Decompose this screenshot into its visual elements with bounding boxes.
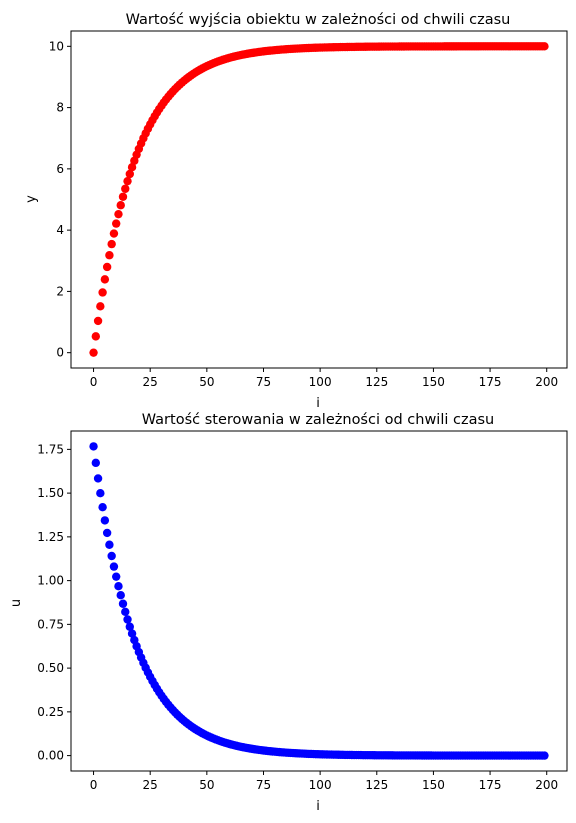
data-point xyxy=(93,474,103,483)
y-tick-label: 0.50 xyxy=(37,661,64,675)
data-point xyxy=(116,591,125,600)
data-point xyxy=(102,262,112,272)
x-axis-label: i xyxy=(316,396,320,411)
x-tick-label: 125 xyxy=(365,375,388,389)
y-tick-label: 0.25 xyxy=(37,705,64,719)
chart-title: Wartość sterowania w zależności od chwil… xyxy=(142,412,494,428)
data-point xyxy=(105,540,114,549)
y-tick-label: 8 xyxy=(56,101,64,115)
data-point xyxy=(91,458,101,468)
data-point xyxy=(114,582,123,591)
x-tick-label: 25 xyxy=(143,375,158,389)
data-point xyxy=(93,316,103,326)
x-tick-label: 125 xyxy=(365,778,388,792)
y-tick-label: 1.50 xyxy=(37,486,64,500)
plot-frame xyxy=(70,430,568,772)
data-point xyxy=(100,275,110,284)
x-ticks: 0 25 50 75 100 125 150 175 200 xyxy=(90,368,558,389)
data-point xyxy=(98,502,107,512)
data-point xyxy=(118,599,128,608)
x-tick-label: 75 xyxy=(256,778,271,792)
y-tick-label: 0.75 xyxy=(37,617,64,631)
data-point xyxy=(89,442,98,451)
chart-control-u: Wartość sterowania w zależności od chwil… xyxy=(9,412,568,814)
data-points xyxy=(89,442,549,760)
data-point xyxy=(109,229,119,238)
x-tick-label: 50 xyxy=(199,375,214,389)
data-point xyxy=(91,332,101,341)
y-tick-label: 10 xyxy=(49,39,64,53)
y-tick-label: 1.75 xyxy=(37,442,64,456)
y-tick-label: 0.00 xyxy=(37,749,64,763)
data-point xyxy=(107,239,116,249)
data-point xyxy=(102,528,112,538)
chart-title: Wartość wyjścia obiektu w zależności od … xyxy=(126,12,511,28)
data-point xyxy=(98,288,107,297)
data-point xyxy=(540,751,549,760)
y-tick-label: 2 xyxy=(56,284,64,298)
x-tick-label: 0 xyxy=(90,375,98,389)
x-tick-label: 175 xyxy=(479,375,502,389)
x-tick-label: 100 xyxy=(309,375,332,389)
data-point xyxy=(100,516,110,525)
y-ticks: 0 2 4 6 8 10 xyxy=(49,39,71,360)
y-tick-label: 6 xyxy=(56,162,64,176)
x-tick-label: 25 xyxy=(143,778,158,792)
plot-frame xyxy=(70,30,568,369)
data-point xyxy=(123,176,132,186)
data-point xyxy=(112,572,121,581)
data-point xyxy=(121,184,130,193)
x-tick-label: 200 xyxy=(535,375,558,389)
data-point xyxy=(105,251,114,260)
data-point xyxy=(123,615,132,624)
x-axis-label: i xyxy=(316,799,320,814)
y-axis-label: u xyxy=(9,599,24,607)
x-tick-label: 50 xyxy=(199,778,214,792)
y-axis-label: y xyxy=(24,195,39,203)
data-point xyxy=(118,192,128,201)
x-tick-label: 150 xyxy=(422,778,445,792)
x-tick-label: 175 xyxy=(479,778,502,792)
y-ticks: 0.00 0.25 0.50 0.75 1.00 1.25 1.50 1.75 xyxy=(37,442,71,763)
data-point xyxy=(89,348,98,357)
data-point xyxy=(116,201,125,210)
y-tick-label: 4 xyxy=(56,223,64,237)
data-point xyxy=(127,629,137,638)
y-tick-label: 1.25 xyxy=(37,530,64,544)
data-point xyxy=(121,607,130,617)
data-point xyxy=(107,551,116,561)
x-tick-label: 150 xyxy=(422,375,445,389)
data-point xyxy=(125,169,134,179)
x-tick-label: 200 xyxy=(535,778,558,792)
chart-output-y: Wartość wyjścia obiektu w zależności od … xyxy=(24,12,568,411)
data-point xyxy=(125,622,134,631)
data-point xyxy=(540,42,549,51)
data-point xyxy=(96,488,105,498)
data-point xyxy=(96,302,105,311)
data-points xyxy=(89,42,549,357)
x-tick-label: 75 xyxy=(256,375,271,389)
x-ticks: 0 25 50 75 100 125 150 175 200 xyxy=(90,771,558,792)
data-point xyxy=(114,209,123,219)
data-point xyxy=(112,219,121,228)
data-point xyxy=(109,562,119,571)
y-tick-label: 0 xyxy=(56,346,64,360)
y-tick-label: 1.00 xyxy=(37,574,64,588)
x-tick-label: 0 xyxy=(90,778,98,792)
x-tick-label: 100 xyxy=(309,778,332,792)
data-point xyxy=(127,163,137,172)
